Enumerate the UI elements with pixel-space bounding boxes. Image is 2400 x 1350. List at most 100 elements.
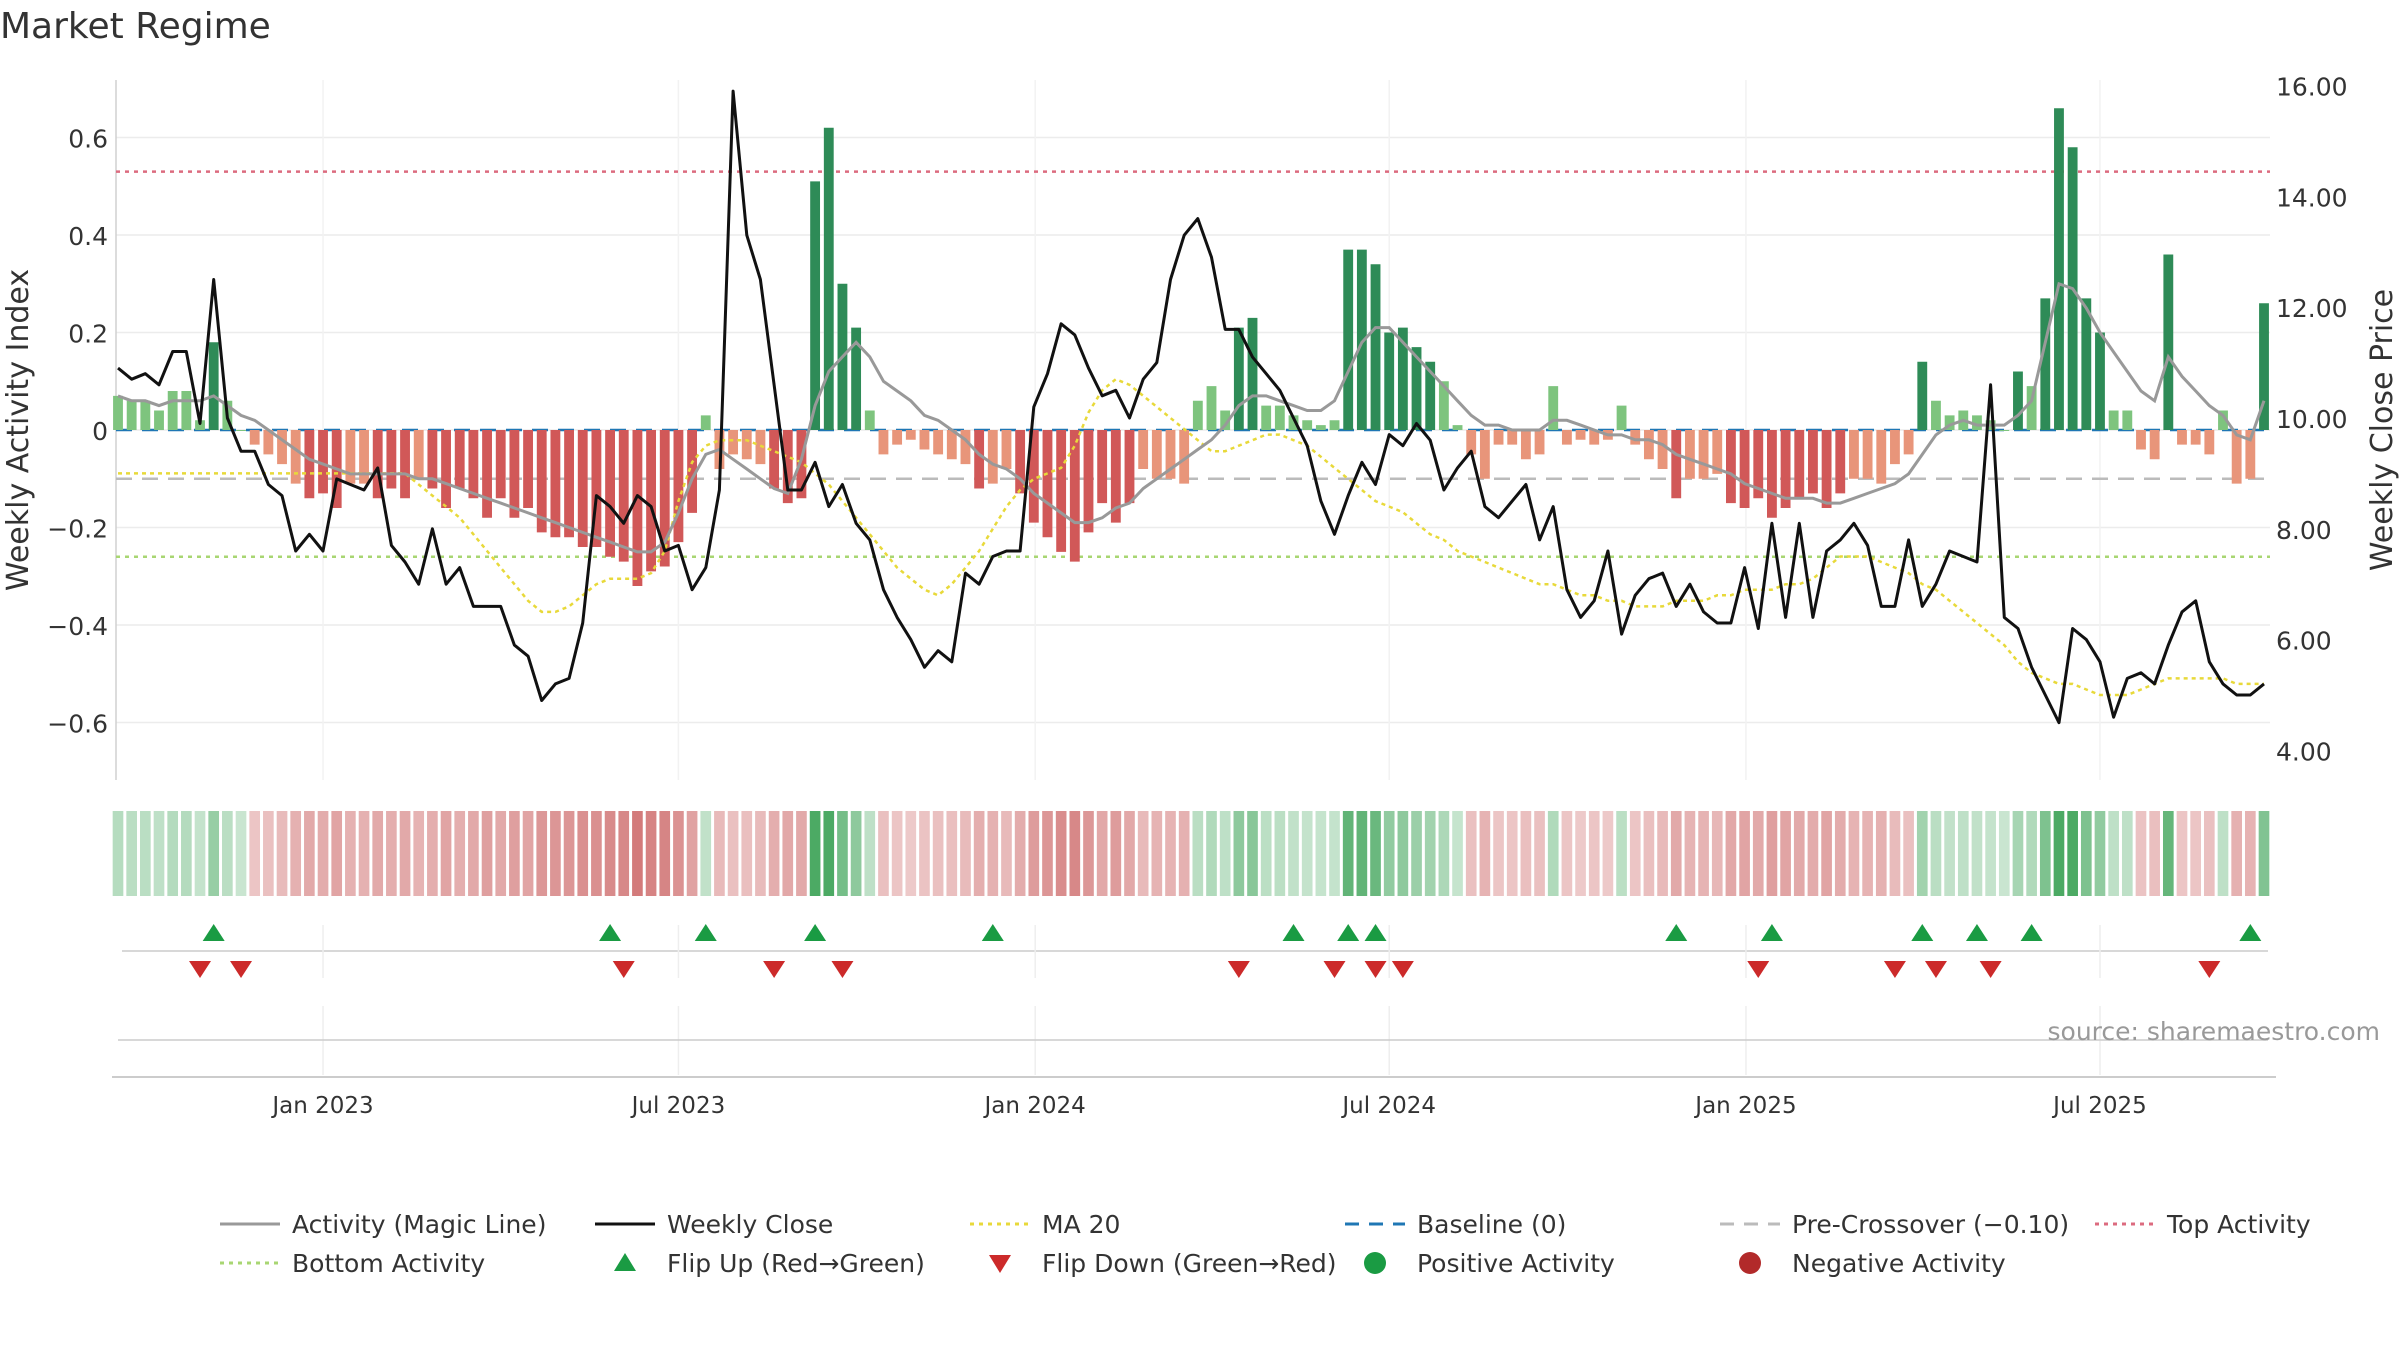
activity-bar (1110, 430, 1121, 523)
x-axis-ticks: Jan 2023 Jul 2023 Jan 2024 Jul 2024 Jan 2025… (270, 1093, 2146, 1119)
activity-bar (2136, 430, 2146, 450)
legend-label: Baseline (0) (1417, 1210, 1566, 1239)
activity-bar (550, 430, 561, 538)
strip-cell (413, 811, 425, 896)
strip-cell (1069, 811, 1081, 896)
flip-up-marker (2239, 924, 2262, 941)
legend-item: Negative Activity (1739, 1249, 2006, 1278)
strip-cell (1575, 811, 1586, 896)
weekly-close-line (117, 89, 2265, 725)
activity-bar (1862, 430, 1873, 479)
strip-cell (550, 811, 561, 896)
flip-up-marker (1282, 924, 1305, 941)
strip-cell (427, 811, 438, 896)
strip-cell (1055, 811, 1067, 896)
strip-cell (1096, 811, 1108, 896)
activity-bar (1384, 332, 1395, 430)
activity-bar (1411, 347, 1422, 430)
strip-cell (276, 811, 288, 896)
strip-cell (1725, 811, 1737, 896)
activity-bar (1425, 361, 1436, 430)
flip-up-marker (1760, 924, 1783, 941)
strip-cell (1889, 811, 1901, 896)
strip-cell (864, 811, 876, 896)
strip-cell (1916, 811, 1928, 896)
activity-bar (1206, 386, 1217, 430)
activity-bar (823, 127, 834, 430)
activity-bar (1179, 430, 1190, 484)
flip-up-marker (804, 924, 827, 941)
regime-heat-strip (112, 811, 2270, 896)
strip-cell (440, 811, 452, 896)
flip-up-marker (1965, 924, 1988, 941)
legend-item: Top Activity (2095, 1210, 2311, 1239)
legend: Activity (Magic Line) Weekly Close MA 20 Ba… (220, 1210, 2311, 1278)
activity-bar (1261, 405, 1272, 430)
strip-cell (2217, 811, 2229, 896)
chart-title: Market Regime (0, 6, 271, 47)
strip-cell (1684, 811, 1696, 896)
right-tick-label: 6.00 (2276, 627, 2332, 656)
strip-cell (1752, 811, 1764, 896)
strip-cell (1315, 811, 1327, 896)
strip-cell (1042, 811, 1053, 896)
strip-cell (946, 811, 958, 896)
strip-cell (1028, 811, 1040, 896)
strip-cell (686, 811, 698, 896)
activity-bar (1343, 249, 1354, 430)
strip-cell (632, 811, 643, 896)
legend-swatch (1739, 1252, 1761, 1274)
strip-cell (1110, 811, 1122, 896)
activity-bar (1028, 430, 1039, 523)
activity-bar (249, 430, 260, 445)
activity-bar (1794, 430, 1805, 499)
activity-bar (1233, 327, 1244, 430)
legend-label: Positive Activity (1417, 1249, 1615, 1278)
activity-bar (1329, 420, 1340, 430)
strip-cell (454, 811, 466, 896)
strip-cell (290, 811, 302, 896)
activity-bar (1165, 430, 1176, 479)
activity-bar (1821, 430, 1832, 508)
activity-bar (1124, 430, 1135, 504)
strip-cell (2176, 811, 2188, 896)
legend-label: Weekly Close (667, 1210, 833, 1239)
strip-cell (796, 811, 807, 896)
strip-cell (522, 811, 534, 896)
activity-bar (2095, 332, 2105, 430)
right-axis-label: Weekly Close Price (2365, 289, 2400, 571)
strip-cell (1356, 811, 1368, 896)
activity-bar (1698, 430, 1709, 479)
activity-bar (468, 430, 479, 499)
strip-cell (1288, 811, 1299, 896)
strip-cell (1807, 811, 1819, 896)
activity-bar (796, 430, 807, 499)
legend-swatch (614, 1253, 636, 1271)
flip-up-marker (1911, 924, 1934, 941)
activity-bar (1835, 430, 1846, 494)
left-tick-label: −0.2 (47, 515, 108, 544)
strip-cell (263, 811, 274, 896)
strip-cell (2012, 811, 2024, 896)
strip-cell (973, 811, 985, 896)
right-tick-label: 10.00 (2276, 405, 2348, 434)
strip-cell (1520, 811, 1532, 896)
legend-item: MA 20 (970, 1210, 1120, 1239)
left-tick-label: 0.4 (68, 222, 108, 251)
flip-down-marker (1364, 961, 1387, 978)
activity-bar (277, 430, 287, 465)
activity-bar (960, 430, 971, 465)
right-tick-label: 8.00 (2276, 516, 2332, 545)
activity-bar (919, 430, 930, 450)
flip-down-marker (1323, 961, 1346, 978)
activity-bar (167, 391, 178, 430)
strip-cell (1834, 811, 1846, 896)
flip-up-marker (1665, 924, 1688, 941)
strip-cell (372, 811, 384, 896)
activity-bar (1712, 430, 1723, 474)
strip-cell (2094, 811, 2106, 896)
activity-bar (1575, 430, 1586, 440)
lower-axes (112, 1006, 2276, 1078)
legend-item: Weekly Close (595, 1210, 833, 1239)
activity-bar (1220, 410, 1231, 430)
